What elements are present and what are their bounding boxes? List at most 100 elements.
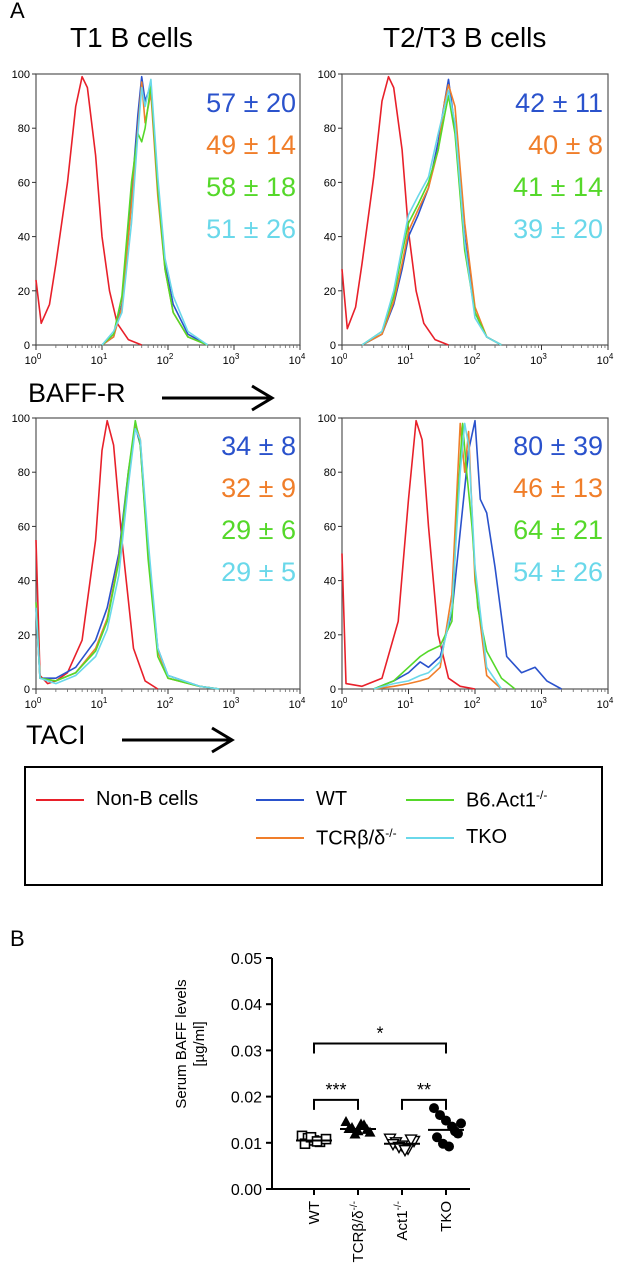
series-line [361,89,502,346]
x-tick-label: 104 [289,352,306,367]
y-tick-label: 100 [318,69,336,81]
data-point [355,1118,367,1129]
data-point [450,1126,460,1137]
series-line [35,419,220,690]
stat-act1: 64 ± 21 [513,515,603,545]
x-tick-label: 103 [530,352,547,367]
y-tick-label: 60 [324,521,336,533]
x-category-label: Act1-/- [393,1201,411,1240]
x-tick-label: 100 [331,696,348,711]
legend-label: TKO [466,826,508,848]
y-tick-label: 60 [18,521,30,533]
x-tick-label: 101 [397,352,414,367]
data-point [320,1133,332,1145]
legend-swatch [406,836,454,839]
stat-act1: 29 ± 6 [221,515,296,545]
panel-a-label: A [10,0,25,23]
stat-tcr: 40 ± 8 [528,130,603,160]
y-tick-label: 80 [324,467,336,479]
significance-label: ** [417,1080,431,1100]
y-tick-label: 80 [18,123,30,135]
significance-bracket [313,1098,359,1110]
x-category-label: WT [306,1201,323,1224]
legend-swatch [256,837,304,840]
x-tick-label: 103 [223,352,240,367]
column-title-t1: T1 B cells [70,22,193,53]
stat-act1: 41 ± 14 [513,172,603,202]
data-point [432,1132,442,1143]
y-tick-label: 20 [324,286,336,298]
y-tick-label: 100 [12,69,30,81]
data-point [398,1145,412,1158]
y-tick-label: 0.01 [231,1136,262,1153]
legend-label: Non-B cells [96,788,199,810]
y-tick-label: 40 [324,232,336,244]
legend-label: TCRβ/δ-/- [316,826,397,850]
data-point [456,1118,466,1129]
series-line [373,419,562,690]
arrow-right-icon [162,384,275,412]
series-line [35,419,159,690]
data-point [349,1128,361,1139]
legend-label: B6.Act1-/- [466,788,548,812]
x-category-label: TKO [438,1201,455,1232]
legend-item-tcr: TCRβ/δ-/- [256,826,397,851]
x-tick-label: 101 [91,352,108,367]
data-point [404,1134,418,1147]
data-point [444,1141,454,1152]
data-point [343,1122,355,1133]
y-tick-label: 20 [324,630,336,642]
stat-wt: 80 ± 39 [513,431,603,461]
y-tick-label: 0 [24,684,30,696]
x-tick-label: 102 [157,352,174,367]
series-line [341,75,449,346]
scatter-plot: 0.00 0.01 0.02 0.03 0.04 0.05 WT TCRβ/δ-/- Act1-… [231,951,470,1262]
stat-tko: 51 ± 26 [206,214,296,244]
histogram-plots: 0 20 40 60 80 100 100 101 102 103 104 0 20 40 60 80 100 1… [12,69,614,711]
histogram-panel: 0 20 40 60 80 100 100 101 102 103 104 [12,69,306,367]
series-line [101,84,209,346]
x-tick-label: 102 [464,352,481,367]
arrow-right-icon [122,726,235,754]
stat-tcr: 46 ± 13 [513,473,603,503]
stat-tko: 29 ± 5 [221,557,296,587]
y-tick-label: 100 [12,413,30,425]
x-tick-label: 101 [91,696,108,711]
y-tick-label: 0 [330,684,336,696]
stat-tcr: 32 ± 9 [221,473,296,503]
legend-swatch [36,798,84,801]
y-tick-label: 80 [18,467,30,479]
legend-item-act1: B6.Act1-/- [406,788,547,813]
stats-panel-2: 42 ± 11 40 ± 8 41 ± 14 39 ± 20 [453,82,603,250]
stats-panel-1: 57 ± 20 49 ± 14 58 ± 18 51 ± 26 [146,82,296,250]
x-tick-label: 100 [25,352,42,367]
y-tick-label: 0.05 [231,951,262,968]
stat-wt: 57 ± 20 [206,88,296,118]
histogram-panel: 0 20 40 60 80 100 100 101 102 103 104 [318,413,614,711]
series-line [35,75,142,346]
legend-label: WT [316,788,348,810]
series-line [101,78,209,346]
series-line [341,419,476,690]
legend-swatch [256,798,304,801]
significance-bracket [313,1042,447,1054]
legend-item-non-b: Non-B cells [36,788,198,811]
row-label-baff-r: BAFF-R [28,378,126,408]
y-tick-label: 60 [18,177,30,189]
significance-label: *** [325,1080,346,1100]
data-point [299,1138,311,1150]
histogram-panel: 0 20 40 60 80 100 100 101 102 103 104 [318,69,614,367]
y-tick-label: 40 [18,232,30,244]
series-line [35,427,220,690]
legend-item-wt: WT [256,788,347,811]
x-tick-label: 101 [397,696,414,711]
row-label-taci: TACI [26,720,86,750]
stats-panel-3: 34 ± 8 32 ± 9 29 ± 6 29 ± 5 [146,425,296,593]
y-tick-label: 40 [324,576,336,588]
stat-tko: 54 ± 26 [513,557,603,587]
y-tick-label: 0.02 [231,1090,262,1107]
y-tick-label: 0 [330,340,336,352]
x-category-label: TCRβ/δ-/- [349,1201,367,1262]
significance-bracket [401,1098,447,1110]
y-tick-label: 0 [24,340,30,352]
